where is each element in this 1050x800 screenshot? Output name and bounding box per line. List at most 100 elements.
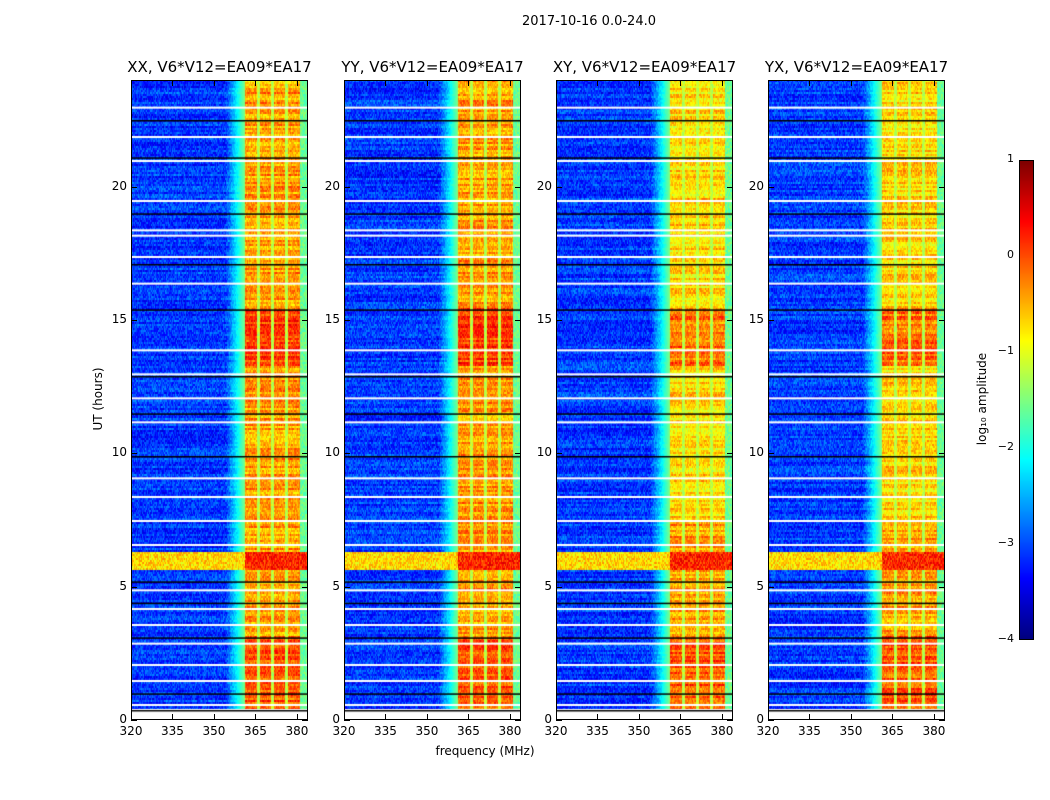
x-tick (468, 714, 470, 720)
x-tick-top (344, 80, 345, 86)
y-tick-right (515, 453, 521, 455)
plot-frame (344, 80, 521, 720)
x-tick (296, 714, 298, 720)
panel-1: YY, V6*V12=EA09*EA17 320 335 350 365 380 0 5 10 1… (325, 58, 524, 738)
y-tick-label: 0 (544, 712, 552, 726)
y-tick (131, 586, 137, 588)
y-tick-label: 0 (756, 712, 764, 726)
y-tick-label: 20 (536, 178, 552, 193)
y-tick (344, 453, 350, 455)
y-tick (768, 586, 774, 588)
x-axis-label: frequency (MHz) (435, 744, 535, 758)
x-tick-top (597, 80, 599, 86)
y-tick (556, 586, 562, 588)
spectrogram-heatmap (131, 80, 308, 720)
x-tick-top (809, 80, 811, 86)
y-tick (556, 320, 562, 321)
y-tick-right (939, 720, 945, 721)
x-tick (892, 714, 894, 720)
y-tick (344, 586, 350, 588)
y-tick (768, 186, 774, 188)
x-tick-top (172, 80, 174, 86)
panel-0: XX, V6*V12=EA09*EA17 320 335 350 365 380 0 5 10 1… (112, 58, 312, 738)
x-tick-label: 365 (669, 724, 692, 738)
y-tick-label: 5 (332, 578, 340, 593)
x-tick-label: 335 (586, 724, 609, 738)
x-tick-label: 320 (544, 724, 568, 738)
x-tick-label: 350 (415, 724, 439, 738)
y-tick (131, 720, 137, 721)
x-tick-top (680, 80, 682, 86)
x-tick (933, 714, 935, 720)
panel-3: YX, V6*V12=EA09*EA17 320 335 350 365 380 0 5 10 1… (749, 58, 948, 738)
y-tick-label: 15 (324, 312, 340, 326)
panel-title: YX, V6*V12=EA09*EA17 (764, 58, 949, 76)
y-tick-label: 5 (119, 578, 127, 593)
y-tick-right (302, 586, 308, 588)
y-tick (131, 186, 137, 188)
spectrogram-heatmap (768, 80, 945, 720)
y-tick (768, 320, 774, 321)
x-tick-top (638, 80, 640, 86)
x-tick-label: 380 (285, 724, 309, 738)
x-tick-top (131, 80, 132, 86)
spectrogram-heatmap (556, 80, 733, 720)
x-tick (509, 714, 511, 720)
colorbar-tick-label: 1 (1007, 152, 1014, 165)
y-tick-right (727, 453, 733, 455)
figure-title: 2017-10-16 0.0-24.0 (522, 14, 656, 29)
y-tick-right (302, 453, 308, 455)
x-tick-label: 320 (756, 724, 780, 738)
y-tick-right (727, 720, 733, 721)
y-tick-right (727, 186, 733, 188)
y-tick-label: 0 (119, 712, 127, 726)
y-tick-label: 10 (748, 445, 764, 460)
x-tick-top (426, 80, 428, 86)
x-tick (385, 714, 387, 720)
y-tick-right (939, 586, 945, 588)
y-tick (768, 453, 774, 455)
x-tick-top (768, 80, 769, 86)
y-tick-right (515, 320, 521, 321)
x-tick (680, 714, 682, 720)
y-tick (556, 720, 562, 721)
colorbar (1019, 160, 1034, 640)
y-tick (131, 320, 137, 321)
x-tick (638, 714, 640, 720)
x-tick-label: 335 (798, 724, 821, 738)
colorbar-tick-label: 0 (1007, 248, 1014, 261)
x-tick (172, 714, 174, 720)
panel-title: YY, V6*V12=EA09*EA17 (341, 58, 524, 76)
x-tick (255, 714, 257, 720)
x-tick-top (556, 80, 557, 86)
colorbar-tick-label: −3 (997, 536, 1014, 549)
y-tick (131, 453, 137, 455)
y-tick-label: 10 (111, 445, 127, 460)
y-tick (344, 320, 350, 321)
y-tick-right (727, 586, 733, 588)
y-tick-right (515, 586, 521, 588)
y-tick (556, 453, 562, 455)
y-tick-right (939, 186, 945, 188)
x-tick-label: 320 (119, 724, 143, 738)
y-tick-label: 5 (756, 578, 764, 593)
x-tick-label: 365 (881, 724, 904, 738)
y-tick (344, 186, 350, 188)
x-tick-top (468, 80, 470, 86)
panel-title: XY, V6*V12=EA09*EA17 (552, 58, 737, 76)
y-tick-right (302, 720, 308, 721)
x-tick (597, 714, 599, 720)
x-tick (213, 714, 215, 720)
y-tick-right (727, 320, 733, 321)
colorbar-tick-label: −1 (997, 344, 1014, 357)
x-tick-top (933, 80, 935, 86)
y-tick-label: 5 (544, 578, 552, 593)
y-axis-label: UT (hours) (91, 367, 105, 431)
x-tick-top (385, 80, 387, 86)
x-tick-top (892, 80, 894, 86)
y-tick-right (302, 320, 308, 321)
x-tick-label: 320 (332, 724, 356, 738)
panel-2: XY, V6*V12=EA09*EA17 320 335 350 365 380 0 5 10 1… (537, 58, 736, 738)
y-tick (556, 186, 562, 188)
x-tick-label: 350 (627, 724, 651, 738)
